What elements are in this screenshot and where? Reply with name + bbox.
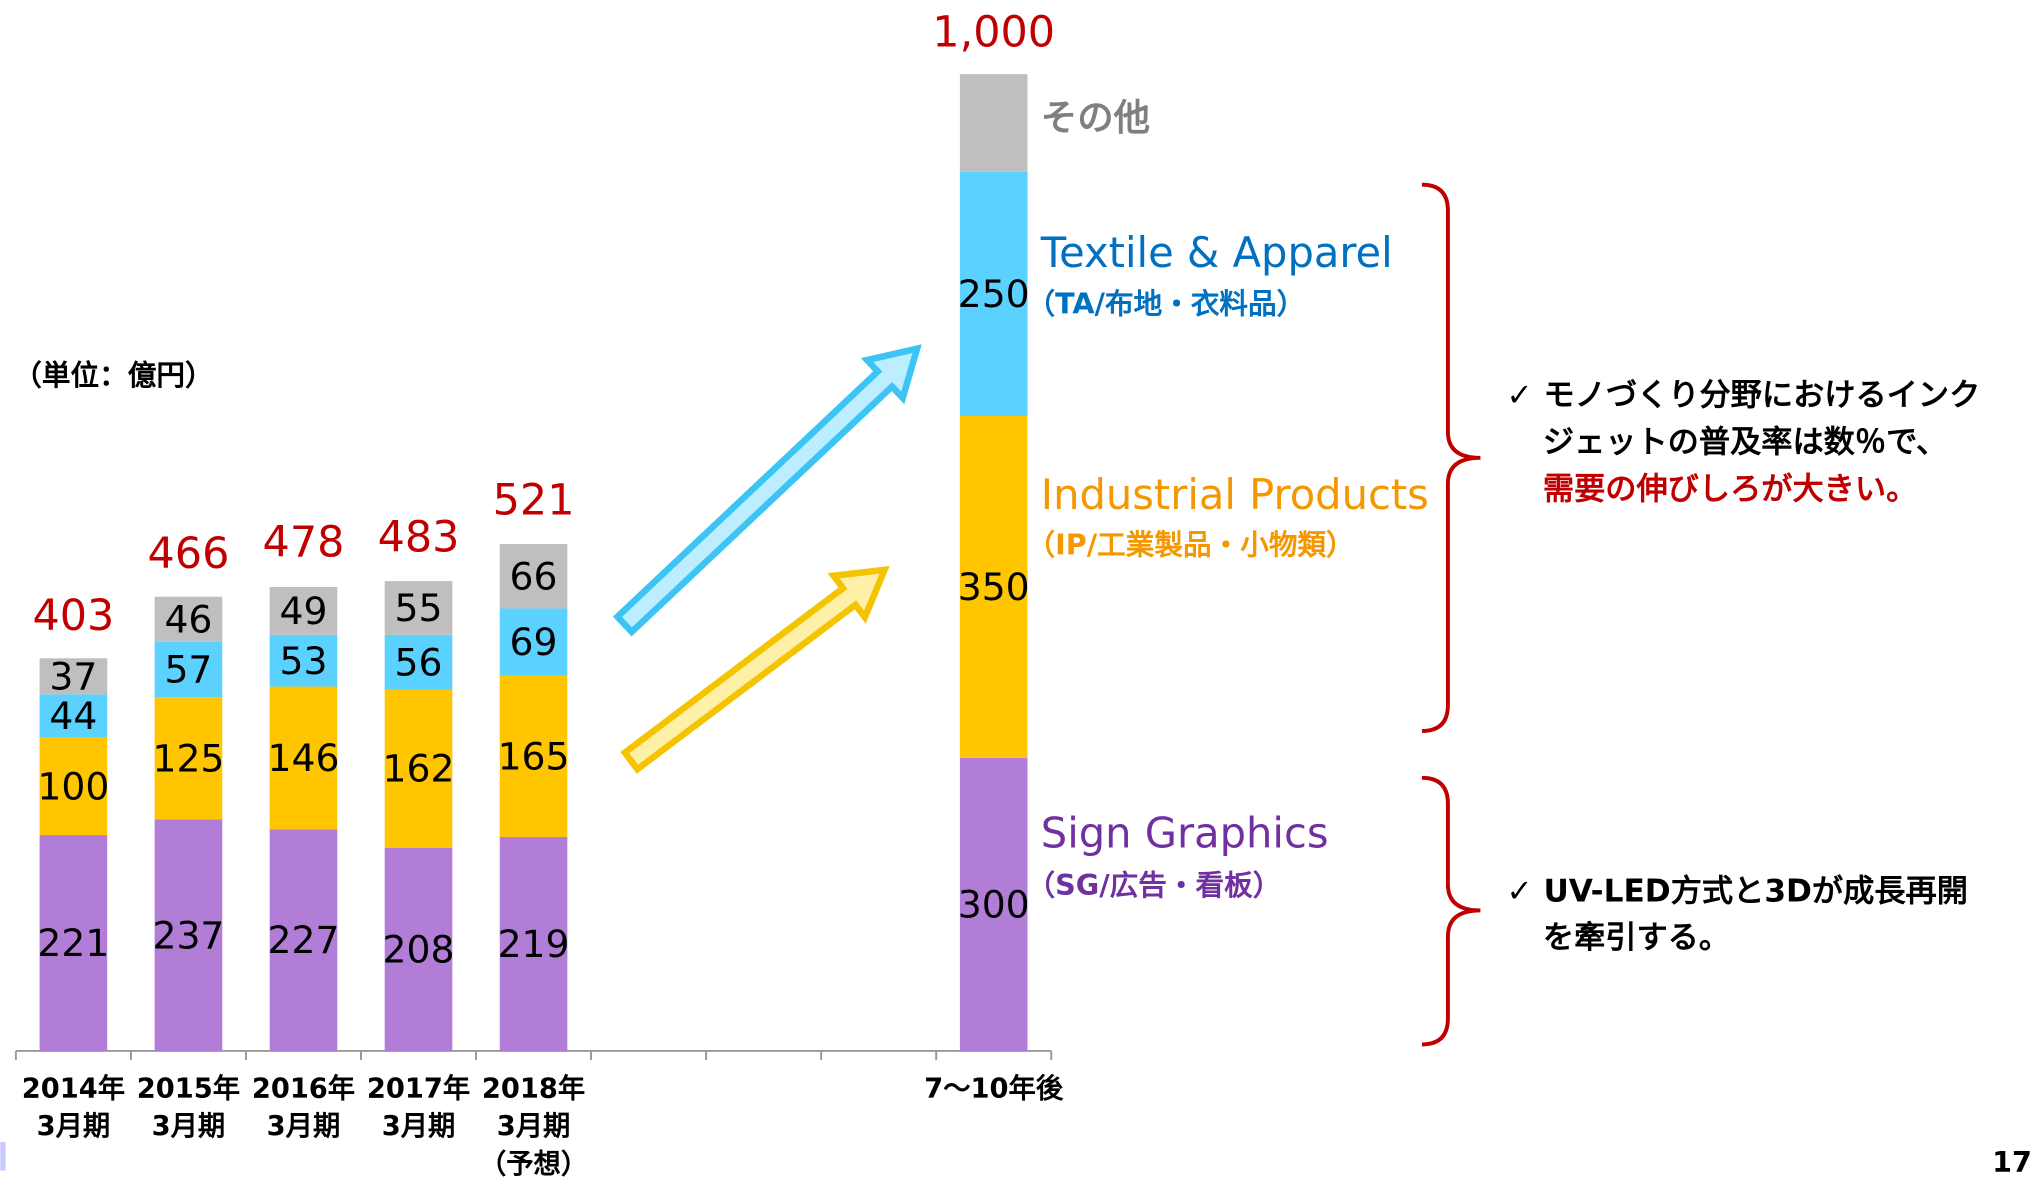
legend-label: Industrial Products — [1041, 470, 1429, 519]
x-tick-label: 3月期 — [267, 1111, 341, 1142]
bar-segment — [499, 675, 568, 838]
value-label: 237 — [152, 913, 224, 957]
bar-segment — [499, 608, 568, 676]
value-label: 208 — [383, 927, 455, 971]
bar-segment — [154, 596, 223, 642]
legend-label: その他 — [1041, 96, 1150, 139]
total-label: 466 — [147, 529, 229, 579]
note-text: ジェットの普及率は数％で、 — [1543, 425, 1947, 461]
bar-segment — [39, 737, 108, 836]
bar-segment — [959, 74, 1028, 172]
brace — [1421, 182, 1481, 733]
page-number: 17 — [1992, 1145, 2032, 1179]
arrow-yellow — [620, 566, 890, 774]
value-label: 125 — [152, 736, 224, 780]
legend-label: Textile & Apparel — [1040, 228, 1393, 277]
legend-sublabel: （SG/広告・看板） — [1027, 868, 1282, 902]
legend-sublabel: （TA/布地・衣料品） — [1027, 287, 1306, 321]
note-text: ✓ UV-LED方式と3Dが成長再開 — [1506, 873, 1968, 909]
value-label: 69 — [510, 620, 558, 664]
value-label: 227 — [267, 918, 339, 962]
value-label: 56 — [395, 640, 443, 684]
bar-segment — [959, 757, 1028, 1051]
bar-segment — [384, 847, 453, 1051]
total-label: 483 — [378, 513, 460, 563]
total-label: 403 — [32, 591, 114, 641]
bar-segment — [39, 694, 108, 738]
bar-segment — [959, 171, 1028, 417]
bar-segment — [269, 829, 338, 1051]
legend-sublabel: （IP/工業製品・小物類） — [1027, 527, 1355, 561]
bar-segment — [499, 837, 568, 1051]
value-label: 49 — [279, 589, 327, 633]
bar-segment — [384, 581, 453, 635]
x-tick-label: 2017年 — [367, 1072, 470, 1104]
x-tick-label: 2016年 — [252, 1072, 355, 1104]
bar-segment — [384, 634, 453, 690]
note-highlight: 需要の伸びしろが大きい。 — [1543, 471, 1917, 507]
bar-segment — [269, 586, 338, 635]
x-tick-label: 3月期 — [382, 1111, 456, 1142]
value-label: 53 — [279, 639, 327, 683]
value-label: 55 — [395, 586, 443, 630]
bar-segment — [39, 835, 108, 1051]
unit-label: （単位：億円） — [13, 358, 213, 392]
bar-segment — [154, 819, 223, 1051]
value-label: 44 — [49, 694, 97, 738]
note-text: ✓ モノづくり分野におけるインク — [1506, 378, 1980, 414]
x-tick-label: 2014年 — [22, 1072, 125, 1104]
value-label: 221 — [37, 921, 109, 965]
bar-segment — [499, 543, 568, 609]
bar-segment — [39, 658, 108, 695]
corner-mark — [0, 1141, 6, 1171]
total-label: 478 — [263, 518, 345, 568]
arrow-blue — [612, 344, 922, 637]
total-label: 521 — [493, 476, 575, 526]
value-label: 66 — [510, 554, 558, 598]
total-label: 1,000 — [932, 8, 1055, 58]
bar-segment — [269, 686, 338, 830]
value-label: 250 — [958, 272, 1030, 316]
bar-segment — [384, 689, 453, 848]
brace — [1421, 775, 1481, 1047]
value-label: 37 — [49, 654, 97, 698]
bar-segment — [959, 416, 1028, 758]
value-label: 57 — [164, 648, 212, 692]
x-tick-label: 7～10年後 — [924, 1072, 1064, 1104]
x-tick-label: 3月期 — [152, 1111, 226, 1142]
x-tick-label: 2018年 — [482, 1072, 585, 1104]
bar-segment — [154, 641, 223, 698]
bar-segment — [154, 697, 223, 820]
x-tick-label: 2015年 — [137, 1072, 240, 1104]
x-tick-label: 3月期 — [37, 1111, 111, 1142]
value-label: 165 — [498, 735, 570, 779]
note-text: を牽引する。 — [1543, 920, 1730, 956]
value-label: 46 — [164, 597, 212, 641]
value-label: 219 — [498, 922, 570, 966]
bar-segment — [269, 634, 338, 687]
legend-label: Sign Graphics — [1041, 808, 1329, 857]
value-label: 350 — [958, 565, 1030, 609]
x-tick-label: 3月期 — [497, 1111, 571, 1142]
value-label: 300 — [958, 883, 1030, 927]
value-label: 162 — [383, 747, 455, 791]
x-tick-label: （予想） — [479, 1149, 588, 1180]
value-label: 100 — [37, 764, 109, 808]
value-label: 146 — [267, 736, 339, 780]
